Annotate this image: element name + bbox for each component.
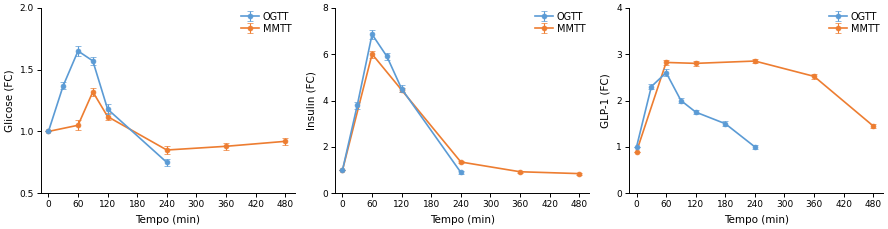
Y-axis label: Insulin (FC): Insulin (FC) — [307, 71, 317, 130]
X-axis label: Tempo (min): Tempo (min) — [430, 215, 495, 225]
Y-axis label: Glicose (FC): Glicose (FC) — [4, 69, 14, 132]
Legend: OGTT, MMTT: OGTT, MMTT — [239, 10, 293, 35]
X-axis label: Tempo (min): Tempo (min) — [724, 215, 789, 225]
X-axis label: Tempo (min): Tempo (min) — [136, 215, 201, 225]
Legend: OGTT, MMTT: OGTT, MMTT — [828, 10, 881, 35]
Y-axis label: GLP-1 (FC): GLP-1 (FC) — [601, 73, 611, 128]
Legend: OGTT, MMTT: OGTT, MMTT — [533, 10, 587, 35]
